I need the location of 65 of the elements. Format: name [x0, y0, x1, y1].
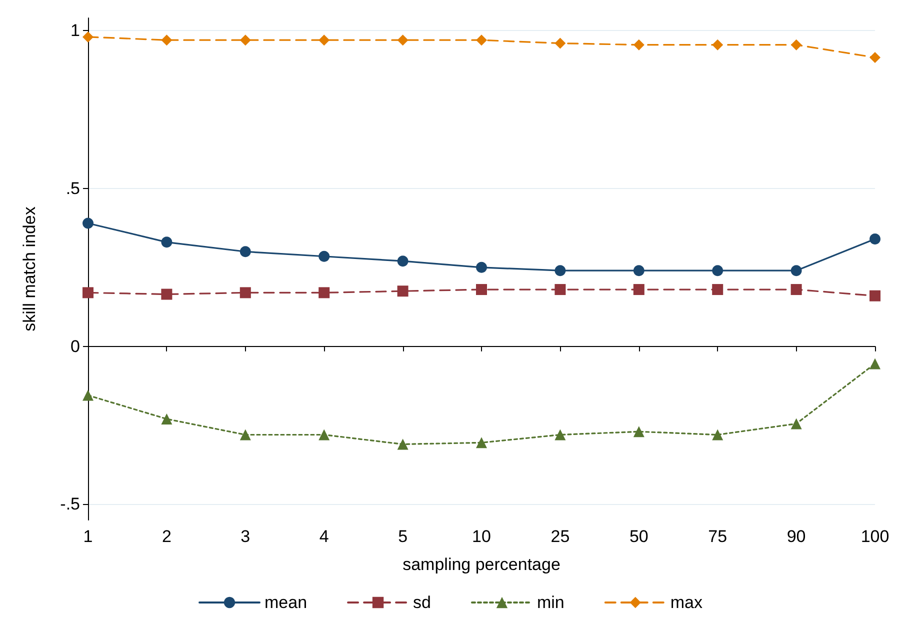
point: [240, 429, 251, 440]
y-tick-label: -.5: [60, 494, 80, 514]
point: [476, 262, 487, 273]
point: [870, 358, 880, 370]
x-tick-label: 25: [550, 527, 570, 546]
point: [161, 413, 172, 424]
point: [318, 250, 330, 262]
legend-label: mean: [264, 593, 308, 612]
point: [633, 265, 644, 276]
point: [712, 429, 724, 440]
point: [870, 52, 880, 63]
legend-label: max: [670, 593, 703, 612]
point: [476, 284, 487, 296]
x-tick-label: 2: [162, 527, 172, 546]
x-tick-label: 5: [398, 527, 408, 546]
point: [476, 34, 487, 46]
point: [712, 284, 724, 296]
point: [240, 34, 251, 46]
x-tick-label: 4: [319, 527, 329, 546]
point: [554, 429, 566, 440]
point: [318, 287, 330, 298]
point: [82, 31, 94, 42]
legend-label: sd: [413, 593, 431, 612]
point: [554, 38, 566, 49]
legend-label: min: [536, 593, 564, 612]
point: [161, 236, 172, 248]
point: [476, 437, 487, 448]
x-tick-label: 75: [708, 527, 728, 546]
point: [870, 290, 880, 302]
point: [82, 218, 94, 229]
point: [790, 39, 802, 50]
y-tick-label: .5: [66, 178, 80, 198]
x-axis-title: sampling percentage: [402, 555, 560, 574]
point: [870, 234, 880, 245]
point: [397, 438, 408, 450]
point: [790, 265, 802, 276]
point: [633, 39, 644, 50]
point: [240, 246, 251, 258]
point: [161, 34, 172, 46]
x-tick-label: 10: [472, 527, 491, 546]
point: [554, 265, 566, 276]
x-tick-label: 1: [83, 527, 93, 546]
point: [397, 286, 408, 297]
point: [397, 256, 408, 267]
y-tick-label: 0: [70, 336, 80, 356]
point: [790, 284, 802, 296]
point: [161, 288, 172, 300]
point: [633, 284, 644, 296]
y-axis-title: skill match index: [20, 206, 39, 332]
point: [712, 39, 724, 50]
point: [633, 426, 644, 438]
y-tick-label: 1: [70, 21, 80, 40]
point: [397, 34, 408, 46]
point: [82, 390, 94, 401]
point: [712, 265, 724, 276]
point: [318, 34, 330, 46]
point: [240, 287, 251, 298]
point: [82, 287, 94, 298]
x-tick-label: 50: [629, 527, 648, 546]
point: [554, 284, 566, 296]
point: [790, 418, 802, 430]
x-tick-label: 3: [240, 527, 250, 546]
x-tick-label: 100: [860, 527, 890, 546]
point: [318, 429, 330, 440]
x-tick-label: 90: [786, 527, 806, 546]
